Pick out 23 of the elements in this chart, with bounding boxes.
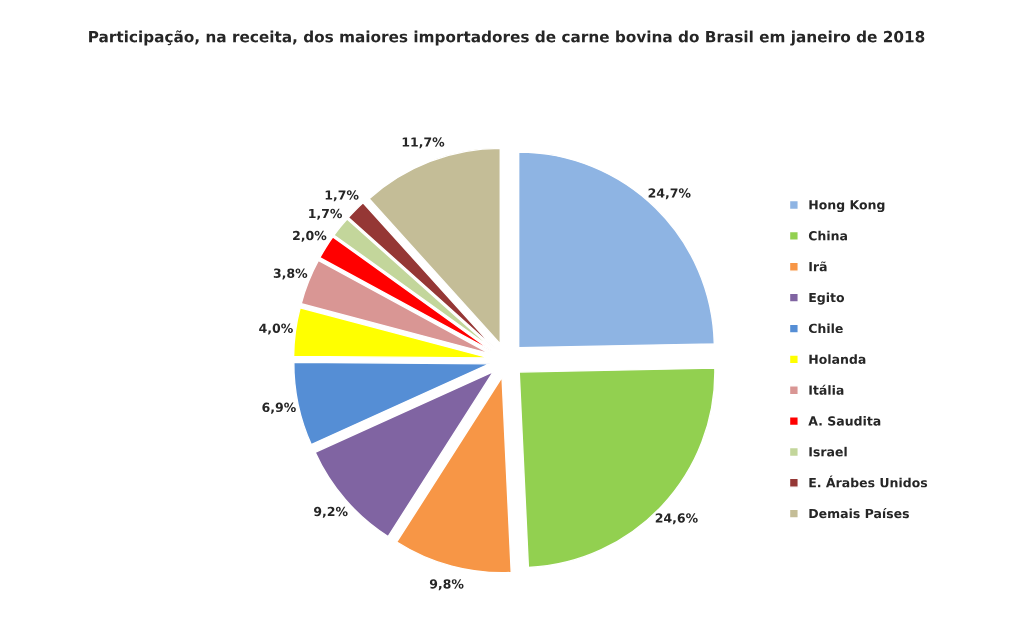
legend-label: Egito — [809, 292, 845, 305]
chart-title: Participação, na receita, dos maiores importadores de carne bovina do Brasil em janeiro de 2018 — [89, 30, 925, 46]
legend-label: A. Saudita — [808, 415, 881, 426]
data-label: 9,2% — [314, 506, 348, 518]
legend-label: Itália — [809, 384, 844, 395]
legend-label: Israel — [809, 446, 847, 457]
data-label: 1,7% — [309, 208, 343, 220]
legend-label: Irã — [809, 261, 827, 272]
data-label: 11,7% — [402, 137, 445, 149]
legend-label: Hong Kong — [809, 200, 885, 213]
data-label: 6,9% — [262, 402, 296, 414]
legend-label: Demais Países — [809, 508, 909, 519]
legend-label: E. Árabes Unidos — [809, 475, 928, 488]
data-label: 3,8% — [273, 268, 308, 280]
data-label: 4,0% — [259, 323, 293, 335]
data-label: 2,0% — [293, 230, 327, 242]
data-label: 9,8% — [429, 579, 464, 591]
legend-label: Chile — [808, 323, 843, 334]
data-label: 24,6% — [655, 513, 698, 525]
data-label: 1,7% — [325, 190, 359, 202]
legend-label: China — [808, 230, 847, 241]
legend-label: Holanda — [809, 354, 866, 364]
data-label: 24,7% — [648, 188, 691, 200]
